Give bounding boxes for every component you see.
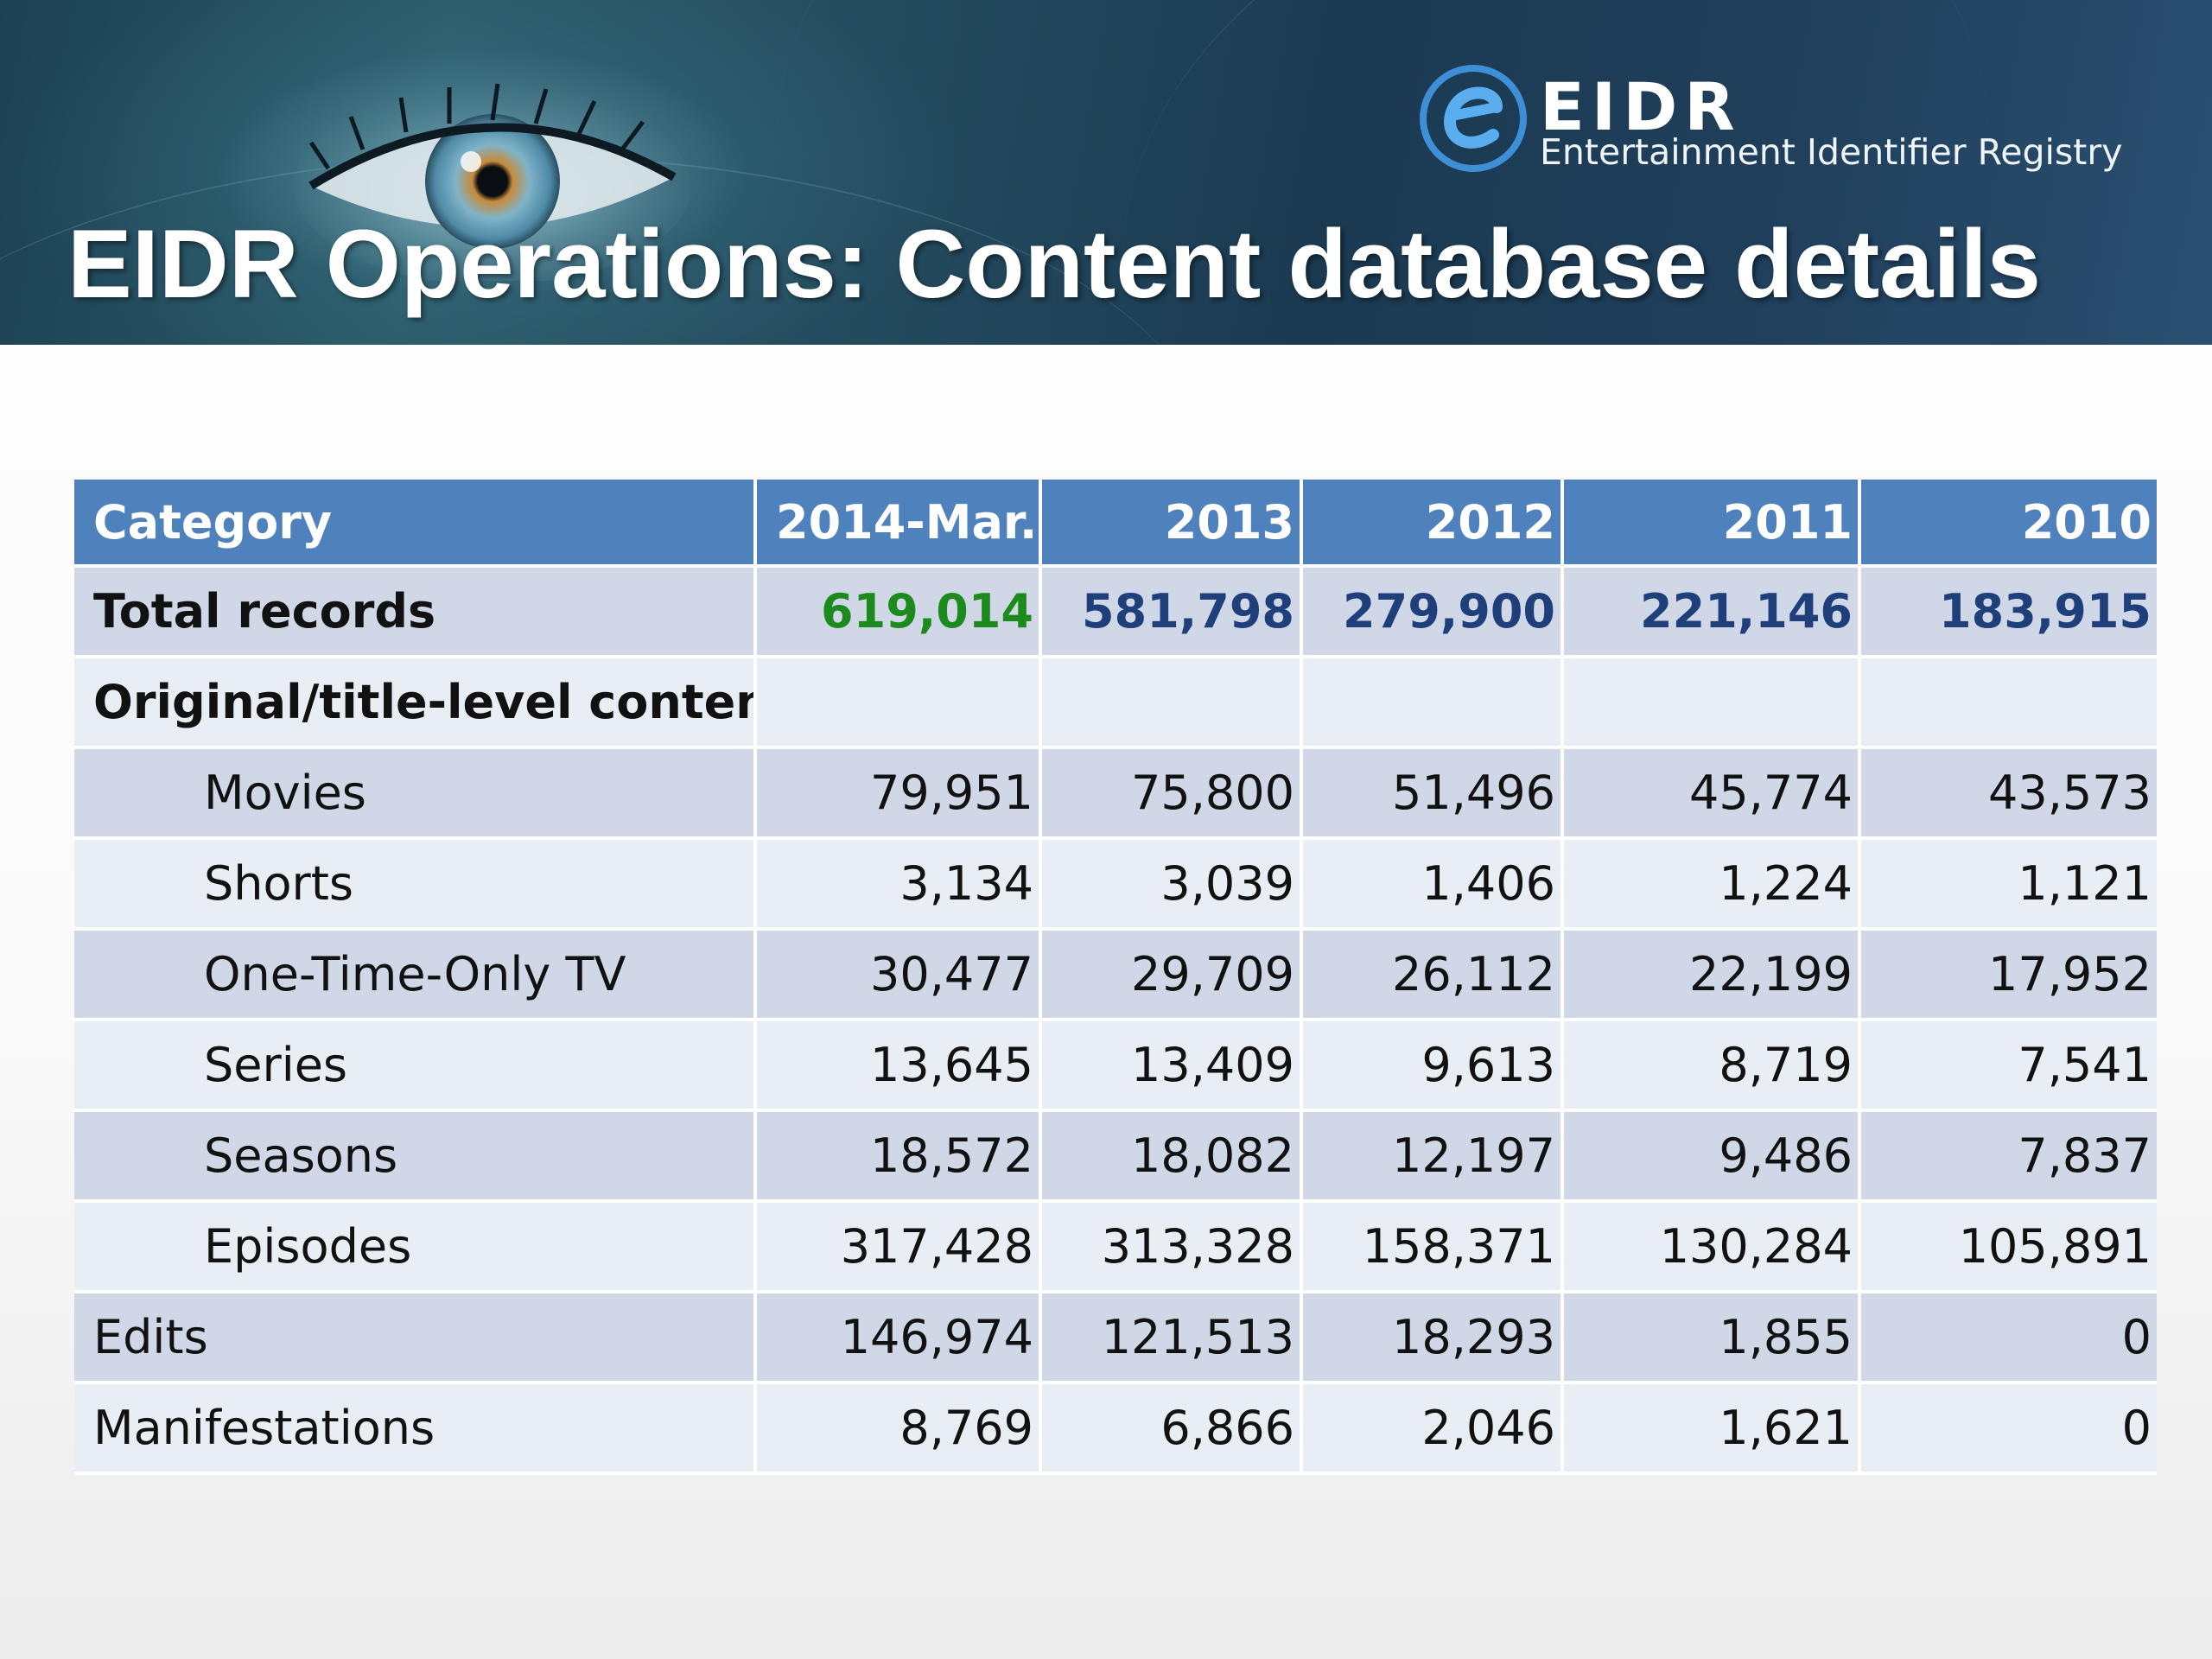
row-label: Total records xyxy=(74,566,757,658)
cell-value: 0 xyxy=(1859,1292,2157,1384)
logo-wordmark: EIDR xyxy=(1540,68,1742,145)
cell-value: 7,837 xyxy=(1859,1110,2157,1203)
column-header-2012: 2012 xyxy=(1301,480,1564,568)
cell-value: 22,199 xyxy=(1562,929,1861,1021)
row-label: Shorts xyxy=(74,838,757,931)
column-header-2010: 2010 xyxy=(1859,480,2157,568)
cell-value: 45,774 xyxy=(1562,747,1861,840)
column-header-2013: 2013 xyxy=(1040,480,1303,568)
cell-value: 0 xyxy=(1859,1382,2157,1475)
table-row-series: Series 13,645 13,409 9,613 8,719 7,541 xyxy=(74,1020,2157,1112)
cell-value: 9,486 xyxy=(1562,1110,1861,1203)
cell-value xyxy=(1859,657,2157,749)
cell-value: 29,709 xyxy=(1040,929,1303,1021)
cell-value: 130,284 xyxy=(1562,1201,1861,1294)
cell-value: 121,513 xyxy=(1040,1292,1303,1384)
cell-value: 8,719 xyxy=(1562,1020,1861,1112)
column-header-2014-mar: 2014-Mar. xyxy=(755,480,1042,568)
cell-value xyxy=(1040,657,1303,749)
table-row-seasons: Seasons 18,572 18,082 12,197 9,486 7,837 xyxy=(74,1110,2157,1203)
cell-value: 18,572 xyxy=(755,1110,1042,1203)
cell-value: 183,915 xyxy=(1859,566,2157,658)
cell-value xyxy=(1301,657,1564,749)
cell-value: 51,496 xyxy=(1301,747,1564,840)
cell-value: 18,293 xyxy=(1301,1292,1564,1384)
row-label: Edits xyxy=(74,1292,757,1384)
cell-value: 3,134 xyxy=(755,838,1042,931)
cell-value: 13,409 xyxy=(1040,1020,1303,1112)
column-header-2011: 2011 xyxy=(1562,480,1861,568)
eidr-logo-icon xyxy=(1420,65,1527,172)
cell-value: 3,039 xyxy=(1040,838,1303,931)
row-label: Seasons xyxy=(74,1110,757,1203)
cell-value: 1,855 xyxy=(1562,1292,1861,1384)
cell-value: 12,197 xyxy=(1301,1110,1564,1203)
row-label: Series xyxy=(74,1020,757,1112)
cell-value: 313,328 xyxy=(1040,1201,1303,1294)
logo-tagline: Entertainment Identifier Registry xyxy=(1540,131,2123,173)
header-banner: EIDR Entertainment Identifier Registry E… xyxy=(0,0,2212,345)
cell-value: 105,891 xyxy=(1859,1201,2157,1294)
table-row-total-records: Total records 619,014 581,798 279,900 22… xyxy=(74,566,2157,658)
table-row-edits: Edits 146,974 121,513 18,293 1,855 0 xyxy=(74,1292,2157,1384)
eye-image xyxy=(294,83,691,281)
cell-value: 26,112 xyxy=(1301,929,1564,1021)
cell-value: 581,798 xyxy=(1040,566,1303,658)
cell-value: 75,800 xyxy=(1040,747,1303,840)
content-table: Category 2014-Mar. 2013 2012 2011 2010 T… xyxy=(74,480,2157,1475)
cell-value: 146,974 xyxy=(755,1292,1042,1384)
page-title: EIDR Operations: Content database detail… xyxy=(67,210,2041,318)
cell-value: 9,613 xyxy=(1301,1020,1564,1112)
row-label: Manifestations xyxy=(74,1382,757,1475)
cell-value: 7,541 xyxy=(1859,1020,2157,1112)
cell-value: 2,046 xyxy=(1301,1382,1564,1475)
table-header-row: Category 2014-Mar. 2013 2012 2011 2010 xyxy=(74,480,2157,568)
cell-value: 6,866 xyxy=(1040,1382,1303,1475)
table-row-manifestations: Manifestations 8,769 6,866 2,046 1,621 0 xyxy=(74,1382,2157,1475)
column-header-category: Category xyxy=(74,480,757,568)
cell-value: 43,573 xyxy=(1859,747,2157,840)
cell-value xyxy=(1562,657,1861,749)
cell-value: 17,952 xyxy=(1859,929,2157,1021)
table-row-shorts: Shorts 3,134 3,039 1,406 1,224 1,121 xyxy=(74,838,2157,931)
table-row-one-time-only-tv: One-Time-Only TV 30,477 29,709 26,112 22… xyxy=(74,929,2157,1021)
row-label: Episodes xyxy=(74,1201,757,1294)
cell-value: 221,146 xyxy=(1562,566,1861,658)
cell-value: 317,428 xyxy=(755,1201,1042,1294)
table-row-original-content: Original/title-level content: xyxy=(74,657,2157,749)
cell-value: 79,951 xyxy=(755,747,1042,840)
cell-value: 619,014 xyxy=(755,566,1042,658)
table-row-episodes: Episodes 317,428 313,328 158,371 130,284… xyxy=(74,1201,2157,1294)
row-label: Movies xyxy=(74,747,757,840)
row-label: Original/title-level content: xyxy=(74,657,757,749)
cell-value: 13,645 xyxy=(755,1020,1042,1112)
cell-value: 1,406 xyxy=(1301,838,1564,931)
row-label: One-Time-Only TV xyxy=(74,929,757,1021)
cell-value: 8,769 xyxy=(755,1382,1042,1475)
cell-value: 18,082 xyxy=(1040,1110,1303,1203)
cell-value: 1,224 xyxy=(1562,838,1861,931)
cell-value: 279,900 xyxy=(1301,566,1564,658)
cell-value: 1,121 xyxy=(1859,838,2157,931)
cell-value: 30,477 xyxy=(755,929,1042,1021)
cell-value: 1,621 xyxy=(1562,1382,1861,1475)
cell-value: 158,371 xyxy=(1301,1201,1564,1294)
cell-value xyxy=(755,657,1042,749)
table-row-movies: Movies 79,951 75,800 51,496 45,774 43,57… xyxy=(74,747,2157,840)
